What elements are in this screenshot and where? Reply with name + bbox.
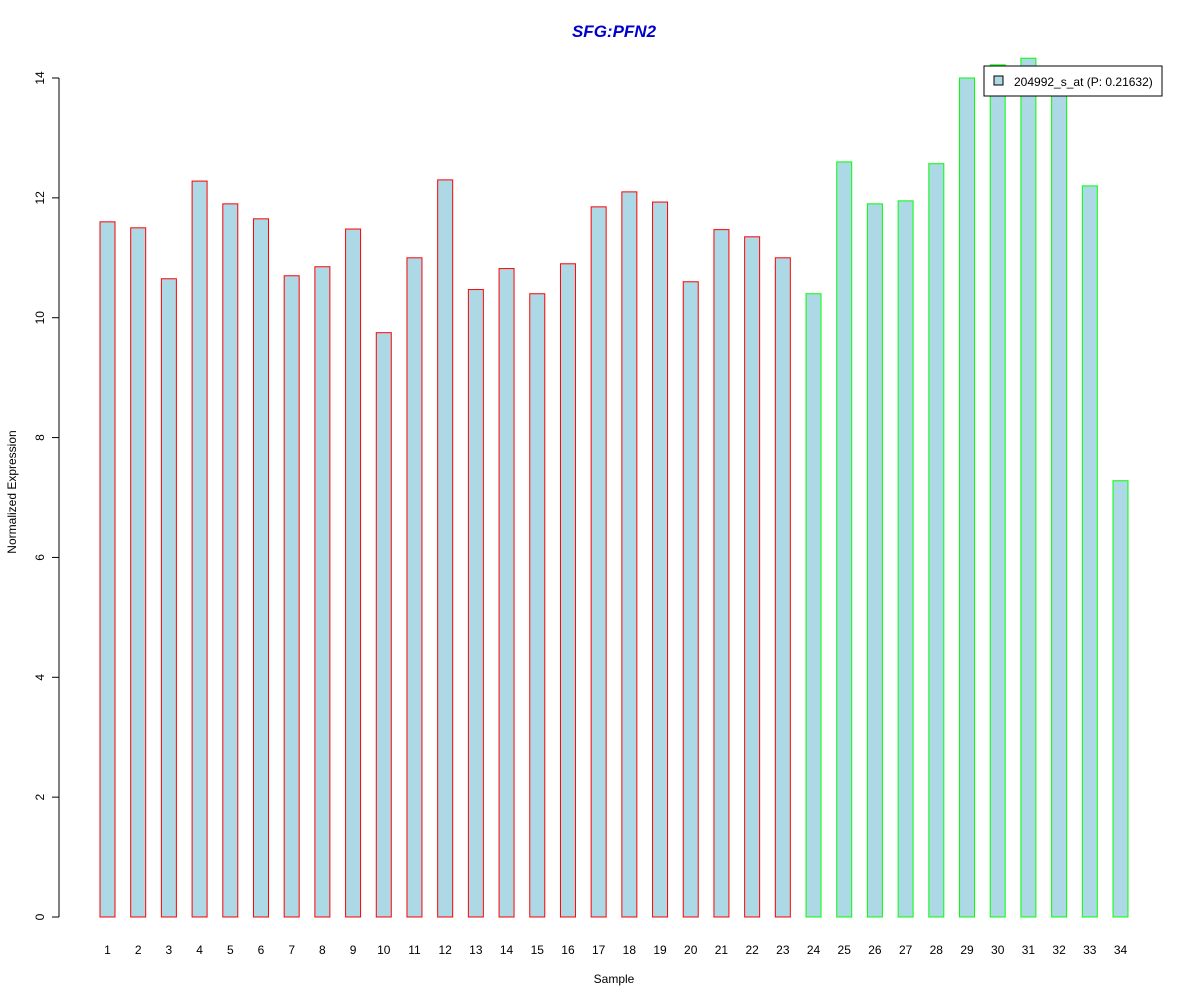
y-tick-label: 12 [33,191,47,205]
bar-sample-5 [222,203,239,918]
chart-title: SFG:PFN2 [572,22,657,41]
bar-sample-9 [345,228,362,918]
bar-sample-16 [559,263,576,918]
x-tick-label: 13 [469,943,483,957]
x-tick-label: 10 [377,943,391,957]
bar-sample-12 [437,179,454,918]
legend: 204992_s_at (P: 0.21632) [983,65,1163,97]
x-tick-label: 3 [166,943,173,957]
x-tick-label: 32 [1052,943,1066,957]
bar-sample-6 [252,218,269,918]
x-tick-label: 24 [807,943,821,957]
bar-sample-13 [467,289,484,918]
x-tick-label: 30 [991,943,1005,957]
x-tick-label: 19 [653,943,667,957]
x-tick-label: 4 [196,943,203,957]
bar-sample-4 [191,180,208,918]
bar-sample-11 [406,257,423,918]
x-tick-label: 12 [438,943,452,957]
bar-sample-22 [744,236,761,918]
bar-sample-25 [836,161,853,918]
bar-sample-18 [621,191,638,918]
bar-sample-24 [805,293,822,918]
bar-sample-29 [959,77,976,918]
bar-sample-26 [866,203,883,918]
x-tick-label: 21 [715,943,729,957]
x-tick-label: 31 [1022,943,1036,957]
bar-sample-14 [498,268,515,918]
bar-sample-15 [529,293,546,918]
x-tick-label: 23 [776,943,790,957]
bar-sample-33 [1081,185,1098,918]
x-tick-label: 11 [408,943,421,957]
y-tick-label: 6 [33,554,47,561]
x-tick-label: 18 [623,943,637,957]
x-tick-label: 1 [104,943,111,957]
x-axis-title: Sample [594,972,635,986]
x-tick-label: 29 [960,943,974,957]
legend-box [983,65,1163,97]
bar-sample-17 [590,206,607,918]
y-tick-label: 4 [33,674,47,681]
bar-sample-20 [682,281,699,918]
x-tick-label: 14 [500,943,514,957]
y-axis-title: Normalized Expression [5,430,19,553]
x-tick-labels: 1 2 3 4 5 6 7 8 9 10 11 12 13 14 15 16 17 18 19 20 21 22 23 24 2… [104,943,1127,957]
bar-sample-34 [1112,480,1129,918]
y-tick-label: 10 [33,311,47,325]
y-tick-label: 14 [33,71,47,85]
y-tick-label: 2 [33,793,47,800]
bar-sample-1 [99,221,116,918]
x-tick-label: 28 [930,943,944,957]
bar-sample-19 [652,201,669,918]
x-tick-label: 17 [592,943,606,957]
y-tick-label: 0 [33,913,47,920]
bar-sample-23 [774,257,791,918]
x-tick-label: 8 [319,943,326,957]
bar-sample-7 [283,275,300,918]
y-axis: 0 2 4 6 8 10 12 14 [33,71,60,920]
bar-sample-28 [928,163,945,918]
bar-sample-10 [375,332,392,918]
x-tick-label: 2 [135,943,142,957]
x-tick-label: 16 [561,943,575,957]
bar-sample-30 [989,64,1006,918]
x-tick-label: 15 [531,943,545,957]
x-tick-label: 33 [1083,943,1097,957]
x-tick-label: 34 [1114,943,1128,957]
bar-sample-3 [160,278,177,918]
x-tick-label: 9 [350,943,357,957]
x-tick-label: 20 [684,943,698,957]
x-tick-label: 27 [899,943,913,957]
bar-sample-21 [713,229,730,918]
x-tick-label: 7 [288,943,295,957]
x-tick-label: 26 [868,943,882,957]
y-tick-label: 8 [33,434,47,441]
x-tick-label: 25 [838,943,852,957]
bar-sample-31 [1020,57,1037,918]
x-tick-label: 22 [745,943,759,957]
bars-group [99,57,1129,918]
legend-swatch [993,75,1004,86]
bar-sample-27 [897,200,914,918]
bar-sample-32 [1051,90,1068,918]
legend-label: 204992_s_at (P: 0.21632) [1014,75,1153,89]
bar-sample-2 [130,227,147,918]
x-tick-label: 5 [227,943,234,957]
x-tick-label: 6 [258,943,265,957]
bar-sample-8 [314,266,331,918]
